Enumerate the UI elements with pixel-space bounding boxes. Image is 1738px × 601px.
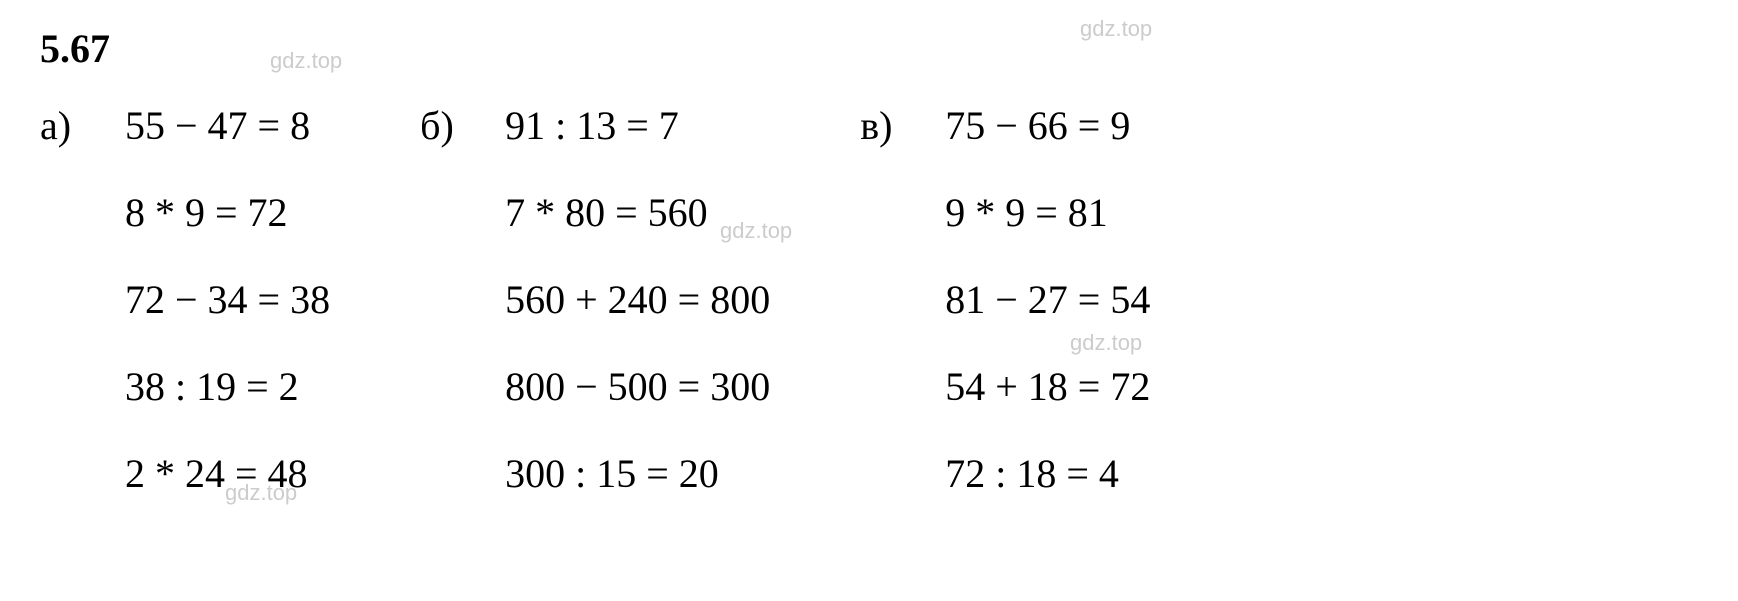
column-a-label: а) [40,102,95,149]
equation: 75 − 66 = 9 [945,102,1150,149]
equation: 9 * 9 = 81 [945,189,1150,236]
equation: 55 − 47 = 8 [125,102,330,149]
column-b-equations: 91 : 13 = 7 7 * 80 = 560 560 + 240 = 800… [505,102,770,497]
equation: 91 : 13 = 7 [505,102,770,149]
column-c: в) 75 − 66 = 9 9 * 9 = 81 81 − 27 = 54 5… [860,102,1150,497]
column-b: б) 91 : 13 = 7 7 * 80 = 560 560 + 240 = … [420,102,770,497]
equation: 72 : 18 = 4 [945,450,1150,497]
column-c-equations: 75 − 66 = 9 9 * 9 = 81 81 − 27 = 54 54 +… [945,102,1150,497]
column-b-label: б) [420,102,475,149]
equation: 800 − 500 = 300 [505,363,770,410]
column-c-label: в) [860,102,915,149]
problem-number: 5.67 [40,25,1698,72]
column-a-equations: 55 − 47 = 8 8 * 9 = 72 72 − 34 = 38 38 :… [125,102,330,497]
equation: 560 + 240 = 800 [505,276,770,323]
equation: 54 + 18 = 72 [945,363,1150,410]
columns-container: а) 55 − 47 = 8 8 * 9 = 72 72 − 34 = 38 3… [40,102,1698,497]
equation: 81 − 27 = 54 [945,276,1150,323]
equation: 8 * 9 = 72 [125,189,330,236]
equation: 300 : 15 = 20 [505,450,770,497]
equation: 7 * 80 = 560 [505,189,770,236]
equation: 38 : 19 = 2 [125,363,330,410]
equation: 2 * 24 = 48 [125,450,330,497]
column-a: а) 55 − 47 = 8 8 * 9 = 72 72 − 34 = 38 3… [40,102,330,497]
equation: 72 − 34 = 38 [125,276,330,323]
